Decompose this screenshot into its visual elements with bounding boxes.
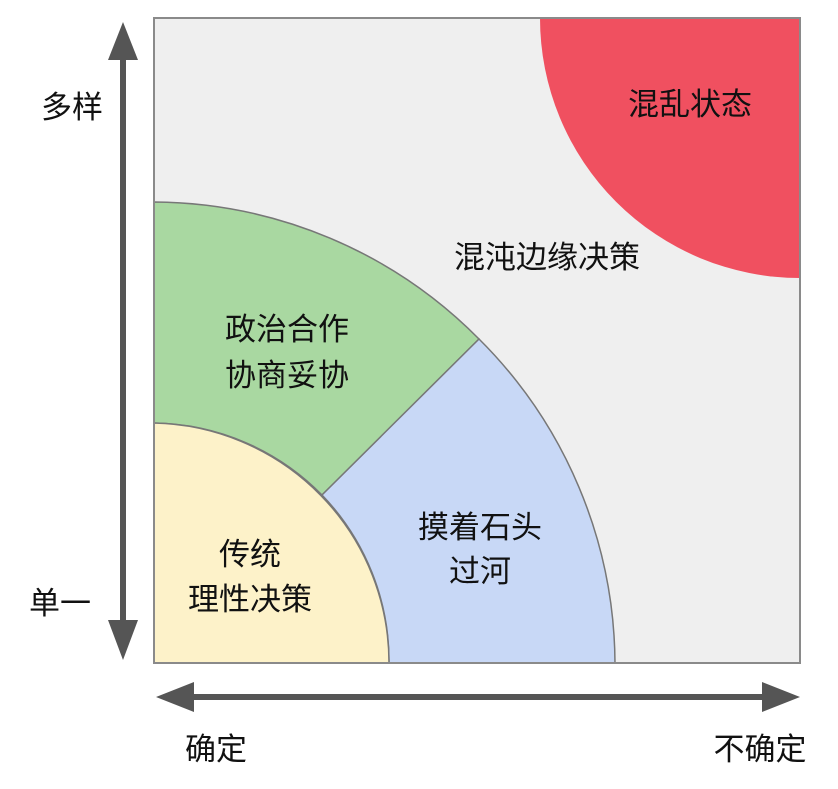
- y-axis-top-label: 多样: [41, 90, 103, 126]
- political-label-line-2: 协商妥协: [225, 358, 349, 394]
- x-axis-left-label: 确定: [185, 732, 247, 768]
- chaos-region: [540, 18, 800, 278]
- trial-label-line-2: 过河: [449, 554, 511, 590]
- x-axis-right-label: 不确定: [714, 732, 807, 768]
- chaos-label: 混乱状态: [628, 87, 752, 123]
- vertical-axis-arrow: [108, 22, 138, 660]
- traditional-label-line-2: 理性决策: [188, 582, 312, 618]
- y-axis-bottom-label: 单一: [29, 586, 91, 622]
- edge-of-chaos-label: 混沌边缘决策: [454, 240, 640, 276]
- political-label-line-1: 政治合作: [225, 312, 349, 348]
- diagram-border: [153, 17, 801, 664]
- horizontal-axis-arrow: [156, 682, 800, 712]
- traditional-label-line-1: 传统: [219, 537, 281, 573]
- trial-label-line-1: 摸着石头: [418, 510, 542, 546]
- traditional-region: [153, 422, 390, 664]
